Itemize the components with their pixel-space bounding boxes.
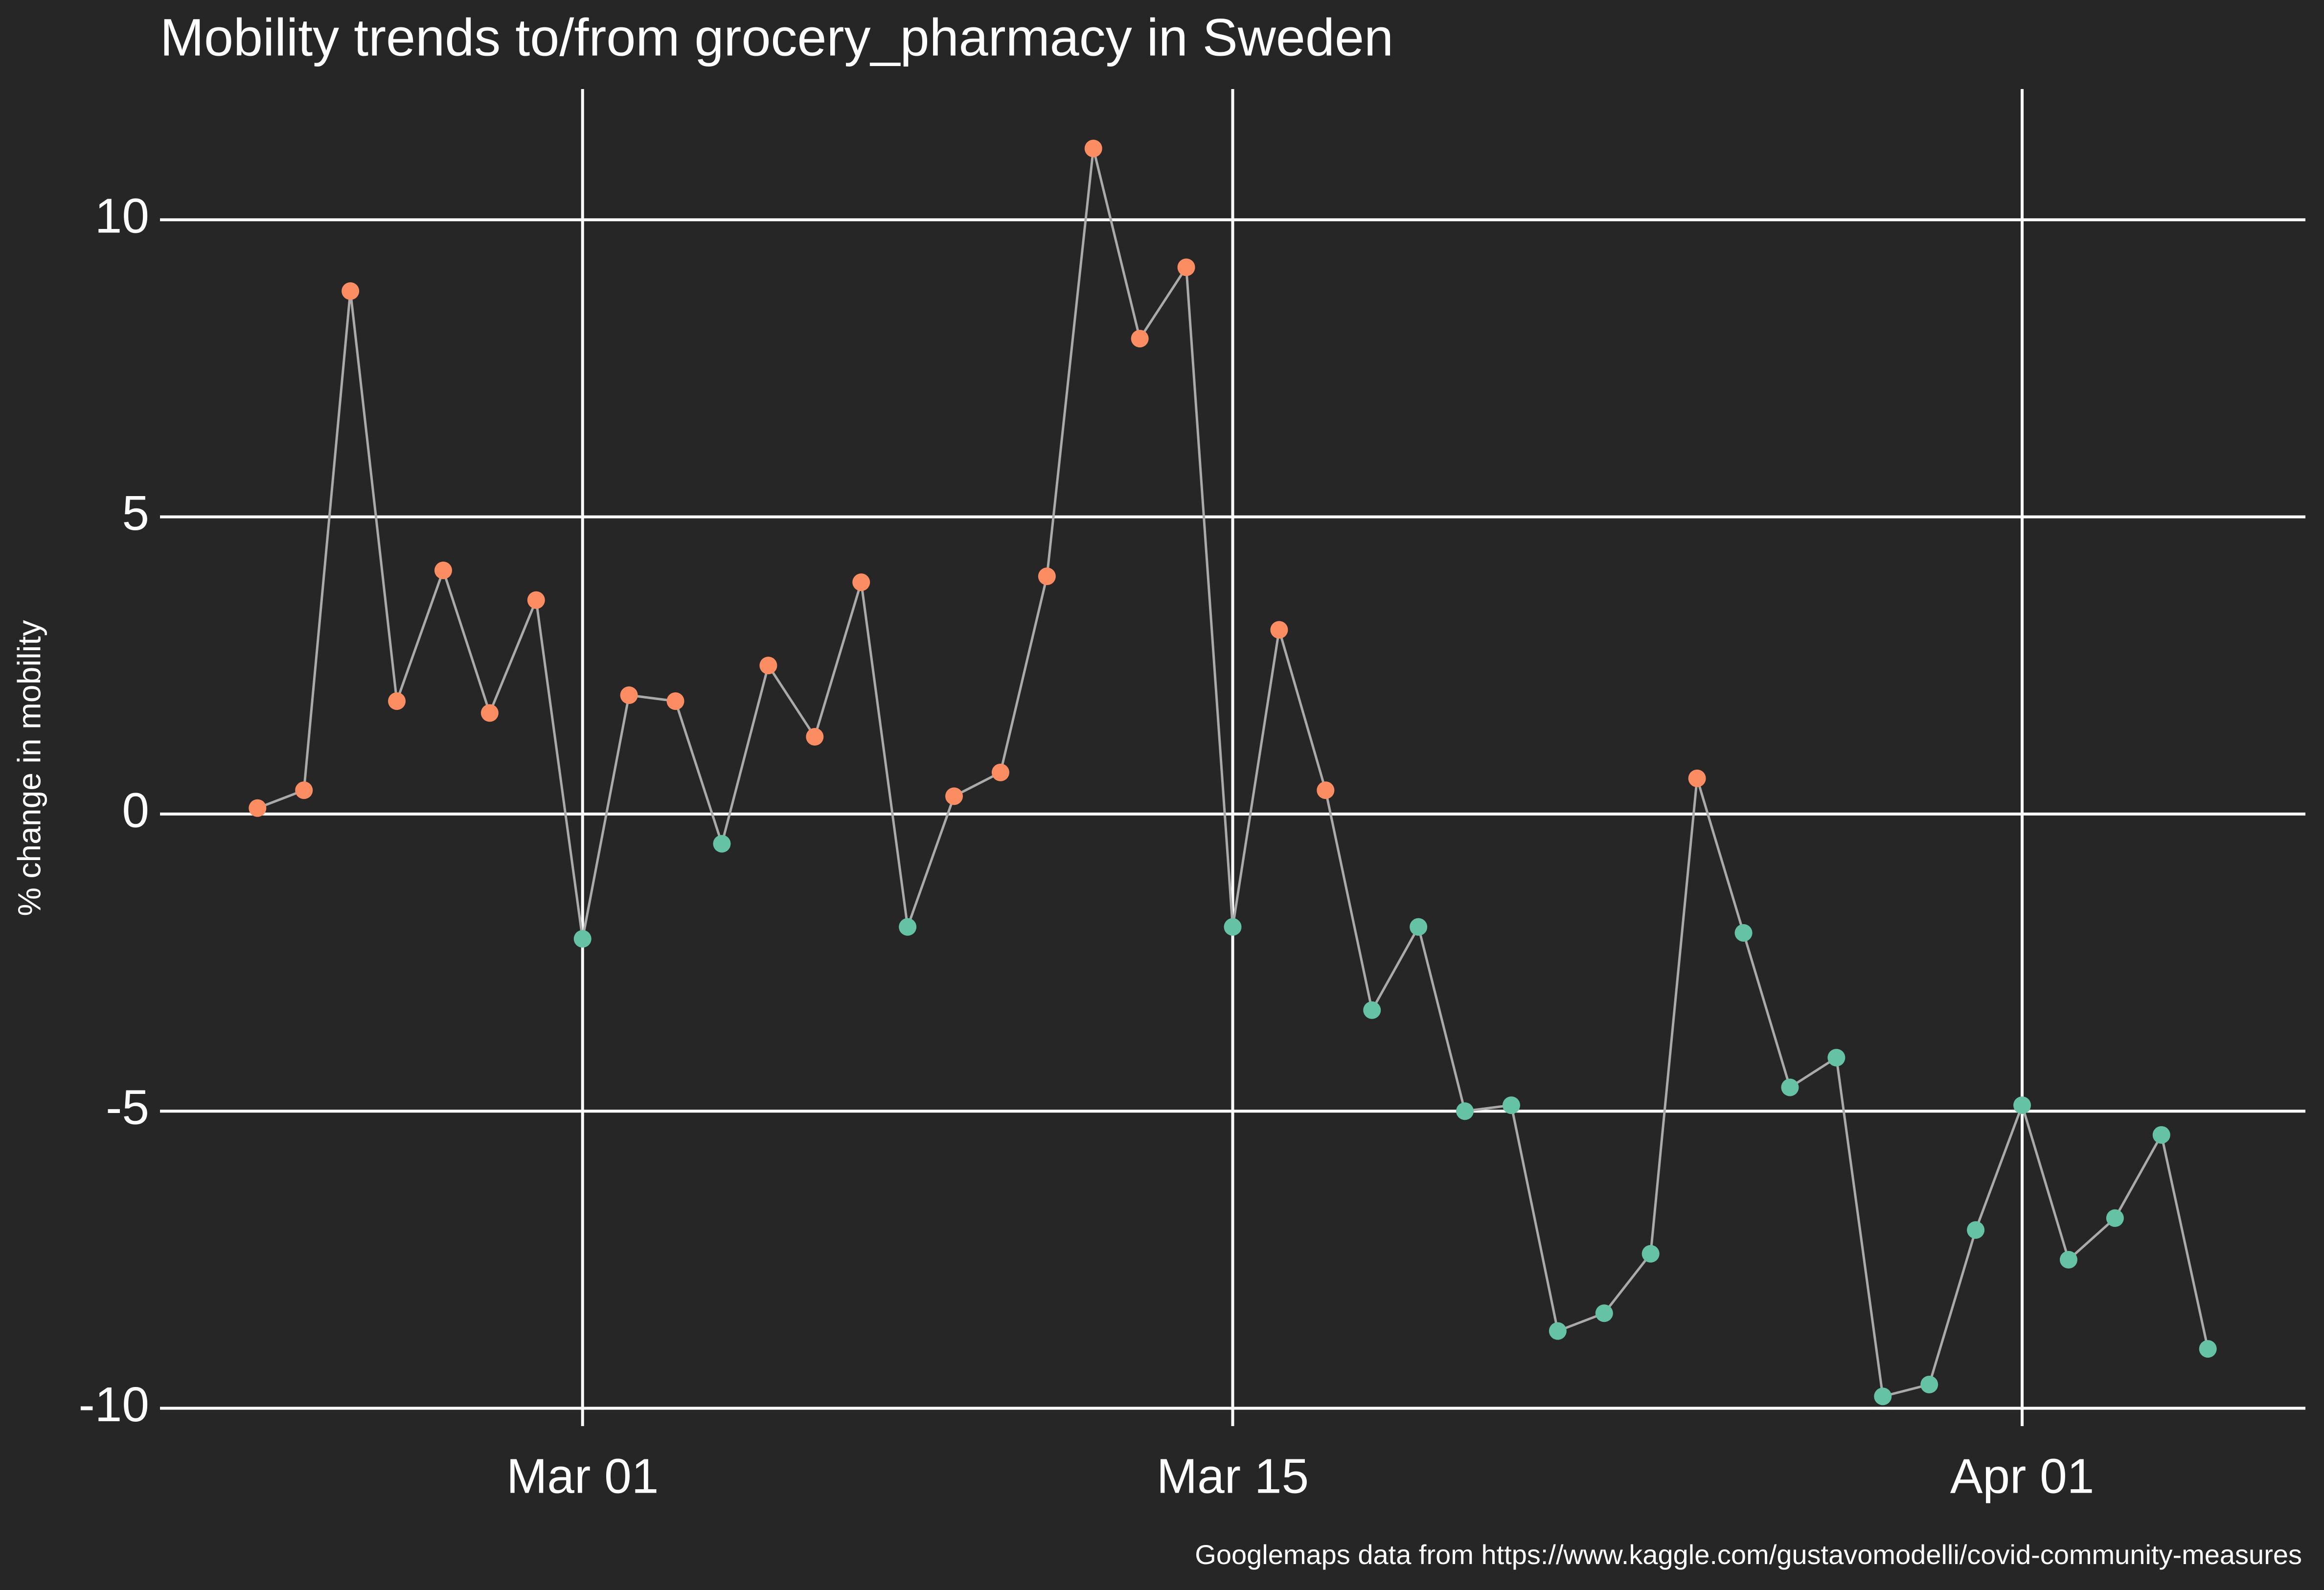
point	[1131, 330, 1149, 348]
point	[1874, 1387, 1892, 1406]
point	[899, 918, 917, 936]
point	[1224, 918, 1242, 936]
point	[1363, 1001, 1381, 1019]
y-tick-label: -5	[106, 1080, 149, 1135]
point	[759, 657, 777, 675]
point	[1456, 1102, 1474, 1120]
point	[1410, 918, 1428, 936]
point	[1688, 770, 1706, 788]
point	[945, 787, 963, 805]
x-tick-label: Mar 01	[506, 1449, 659, 1503]
point	[342, 282, 360, 300]
point	[527, 591, 545, 609]
point	[1317, 781, 1335, 799]
point	[249, 799, 267, 817]
x-tick-label: Apr 01	[1950, 1449, 2095, 1503]
point	[2013, 1096, 2031, 1114]
y-tick-label: 0	[122, 783, 149, 838]
point	[1967, 1221, 1985, 1239]
point	[1084, 139, 1102, 158]
point	[1502, 1096, 1520, 1114]
point	[806, 727, 824, 746]
point	[1734, 924, 1753, 942]
point	[573, 930, 592, 948]
point	[1641, 1245, 1660, 1263]
point	[2106, 1209, 2124, 1227]
point	[1549, 1322, 1567, 1340]
y-tick-label: 10	[95, 189, 149, 244]
point	[2199, 1340, 2217, 1358]
point	[1177, 258, 1195, 276]
point	[1920, 1375, 1938, 1393]
point	[713, 835, 731, 853]
point	[991, 763, 1009, 781]
point	[852, 573, 870, 591]
point	[1827, 1048, 1846, 1067]
point	[666, 692, 684, 710]
caption: Googlemaps data from https://www.kaggle.…	[1195, 1539, 2302, 1570]
y-tick-label: -10	[78, 1377, 149, 1432]
point	[1270, 621, 1288, 639]
y-axis-label: % change in mobility	[11, 620, 47, 916]
x-tick-label: Mar 15	[1157, 1449, 1309, 1503]
point	[1595, 1304, 1613, 1322]
point	[434, 561, 452, 579]
point	[1781, 1078, 1799, 1096]
point	[2152, 1126, 2170, 1144]
point	[620, 686, 638, 704]
point	[388, 692, 406, 710]
point	[2059, 1250, 2077, 1269]
point	[295, 781, 313, 799]
point	[1038, 568, 1056, 586]
chart-title: Mobility trends to/from grocery_pharmacy…	[160, 8, 1393, 67]
point	[480, 704, 499, 722]
y-tick-label: 5	[122, 486, 149, 541]
